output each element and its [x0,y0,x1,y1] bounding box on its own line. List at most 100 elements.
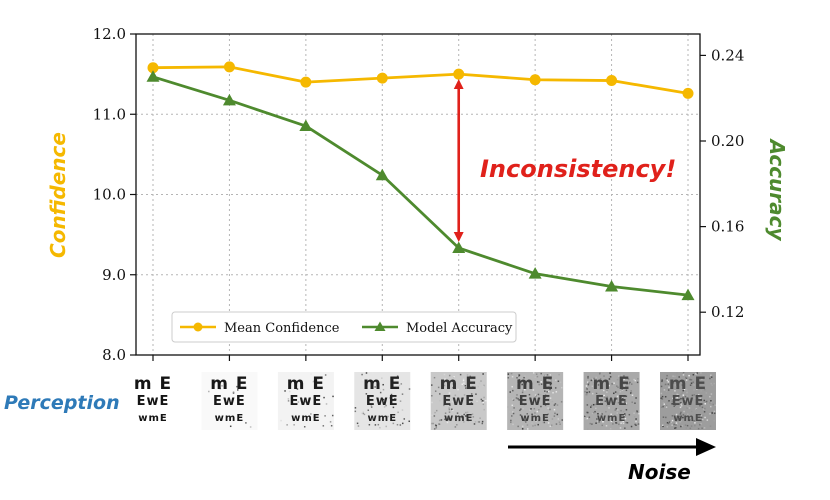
noise-speckle [241,399,243,401]
noise-speckle [362,412,364,415]
perception-glyph-row: m E [210,374,248,394]
noise-speckle [705,400,708,402]
noise-speckle [683,398,686,401]
noise-speckle [525,383,527,385]
noise-speckle [631,401,633,404]
noise-speckle [629,392,632,394]
noise-speckle [361,373,363,376]
noise-speckle [674,404,677,406]
noise-speckle [665,390,668,393]
noise-speckle [538,397,541,400]
noise-speckle [462,384,464,387]
noise-speckle [596,418,598,420]
noise-speckle [592,411,595,414]
noise-speckle [521,391,524,394]
noise-speckle [313,416,315,418]
noise-speckle [438,419,441,422]
perception-glyph-row: wmE [138,413,168,424]
noise-speckle [633,378,635,381]
noise-speckle [591,392,594,395]
noise-speckle [678,415,680,418]
noise-speckle [555,423,558,425]
model-accuracy-point [528,267,542,279]
noise-speckle [680,425,682,428]
noise-speckle [622,420,624,422]
noise-speckle [434,418,436,420]
noise-speckle [611,383,614,386]
noise-speckle [676,385,678,388]
noise-speckle [681,425,683,427]
noise-speckle [477,385,480,388]
noise-speckle [689,384,692,386]
noise-speckle [699,397,701,400]
noise-speckle [433,428,436,430]
noise-speckle [680,403,682,405]
noise-speckle [457,399,460,402]
noise-speckle [699,377,701,379]
noise-speckle [587,428,589,430]
noise-speckle [476,400,478,403]
noise-speckle [534,412,536,414]
noise-speckle [661,398,663,400]
noise-speckle [532,384,534,387]
noise-speckle [440,419,443,421]
noise-speckle [465,411,467,414]
noise-speckle [585,394,588,396]
noise-speckle [387,415,389,418]
noise-speckle [548,386,550,388]
noise-speckle [521,383,523,386]
noise-speckle [706,402,709,404]
noise-speckle [697,386,700,389]
noise-speckle [679,406,682,409]
noise-speckle [549,380,552,382]
noise-speckle [711,384,713,386]
noise-speckle [242,402,244,405]
noise-speckle [620,422,622,424]
noise-speckle [444,378,446,380]
perception-glyph-row: EwE [289,394,322,409]
noise-speckle [595,422,597,424]
noise-speckle [612,385,614,387]
noise-speckle [399,418,401,420]
noise-speckle [546,376,549,379]
noise-speckle [443,418,446,421]
noise-speckle [549,383,552,386]
noise-speckle [477,421,480,423]
noise-speckle [545,401,548,404]
noise-speckle [606,396,609,398]
noise-speckle [683,410,685,413]
noise-speckle [556,404,559,406]
noise-speckle [435,427,438,429]
noise-speckle [696,420,698,422]
noise-speckle [559,381,562,384]
noise-speckle [482,401,484,404]
noise-speckle [331,414,334,417]
noise-speckle [681,384,684,386]
noise-speckle [524,388,526,391]
noise-speckle [601,378,603,380]
noise-speckle [608,407,610,409]
noise-speckle [521,425,524,428]
noise-speckle [393,398,396,400]
noise-speckle [329,421,332,423]
noise-speckle [631,394,634,397]
noise-speckle [443,373,446,376]
noise-speckle [354,407,357,409]
noise-speckle [672,382,674,385]
noise-speckle [510,421,512,424]
noise-speckle [615,400,617,402]
noise-speckle [680,411,682,414]
noise-speckle [608,384,610,387]
noise-speckle [448,374,451,377]
noise-speckle [214,381,216,384]
noise-speckle [390,393,393,396]
noise-speckle [512,412,515,415]
noise-speckle [399,400,402,402]
noise-speckle [700,419,703,422]
noise-speckle [549,388,551,391]
noise-speckle [710,393,713,395]
noise-speckle [620,374,623,376]
